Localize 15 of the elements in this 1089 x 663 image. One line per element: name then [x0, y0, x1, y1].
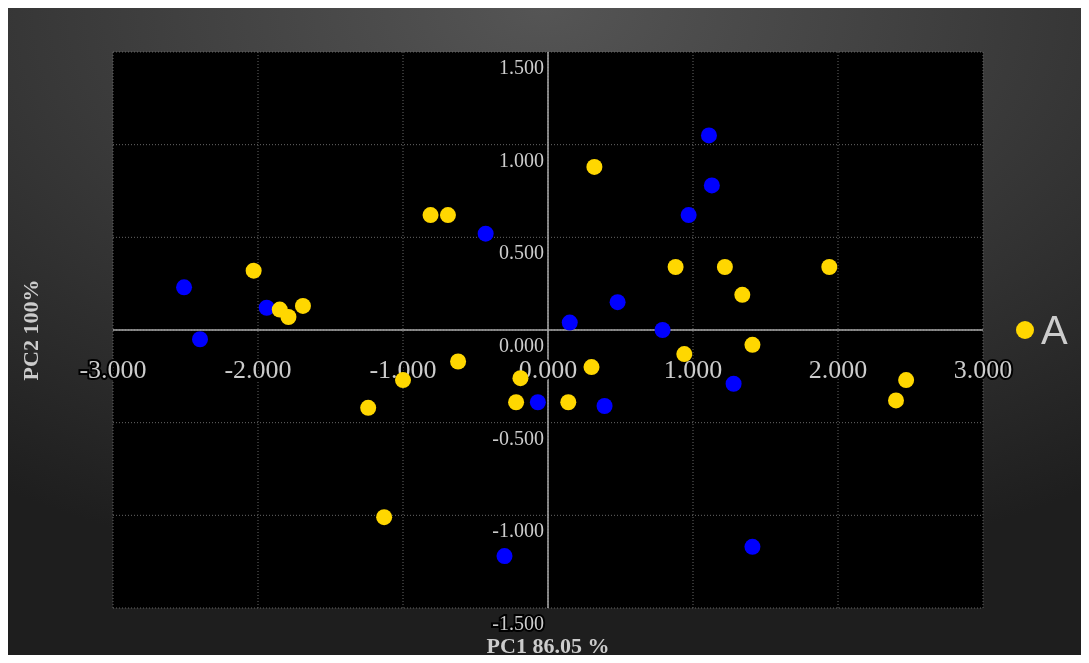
y-tick-label: -1.500: [492, 612, 544, 634]
y-tick-label: 1.500: [499, 56, 544, 78]
y-axis-title: PC2 100%: [18, 279, 43, 381]
x-tick-label: -3.000: [79, 355, 147, 384]
x-tick-label: 2.000: [808, 355, 868, 384]
x-tick-label: -2.000: [224, 355, 292, 384]
y-tick-label: -1.000: [492, 519, 544, 542]
x-tick-label: 1.000: [663, 355, 723, 384]
legend-label: A: [1041, 308, 1068, 352]
x-axis-title: PC1 86.05 %: [486, 633, 610, 658]
y-tick-label: 1.000: [499, 148, 544, 171]
y-tick-label: 0.000: [499, 334, 544, 356]
y-tick-label: -0.500: [492, 426, 544, 449]
x-tick-label: 3.000: [953, 355, 1013, 384]
y-tick-label: 0.500: [499, 241, 544, 264]
